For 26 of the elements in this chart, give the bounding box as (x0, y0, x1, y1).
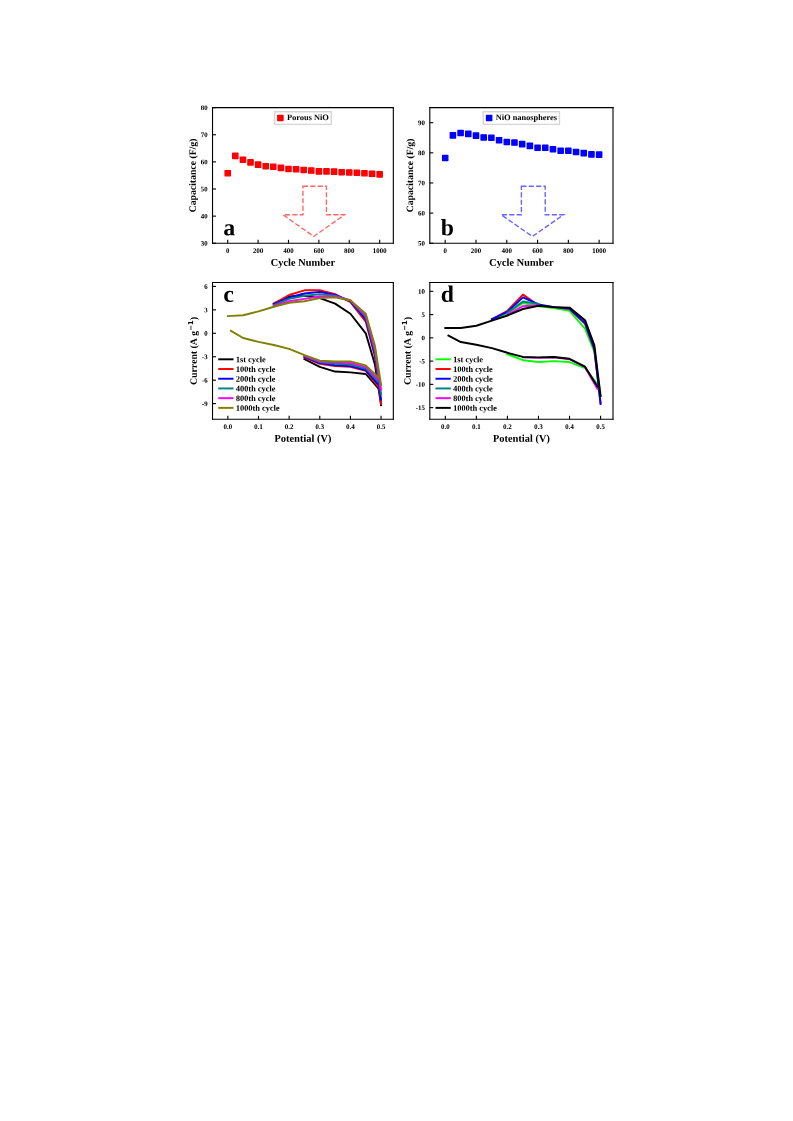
x-axis-title: Potential (V) (274, 434, 331, 445)
legend-label: 100th cycle (236, 366, 276, 374)
annotation: d (441, 285, 454, 303)
x-axis-title: Potential (V) (493, 434, 550, 445)
legend-label: 200th cycle (453, 375, 493, 384)
legend-label: 400th cycle (453, 385, 493, 394)
legend-label: 200th cycle (236, 375, 276, 384)
legend-label: 100th cycle (453, 366, 493, 374)
legend-label: 1000th cycle (236, 405, 280, 413)
x-axis-title: Cycle Number (489, 258, 554, 269)
annotation: b (441, 218, 453, 236)
legend-label: 1st cycle (236, 356, 266, 365)
y-axis-title: Capacitance (F/g) (406, 139, 416, 212)
annotation: c (224, 290, 234, 303)
legend-label: 1000th cycle (453, 405, 497, 413)
legend-label: 800th cycle (453, 395, 493, 403)
legend-label: NiO nanospheres (495, 114, 557, 122)
y-axis-title: Capacitance (F/g) (189, 139, 198, 212)
legend-label: 400th cycle (235, 385, 276, 394)
legend-label: 1st cycle (453, 356, 483, 365)
y-axis-title: Current (A g$^{−1}$) (401, 317, 413, 385)
x-axis-title: Cycle Number (271, 258, 335, 269)
legend-label: Porous NiO (287, 114, 329, 121)
legend-label: 800th cycle (236, 395, 276, 403)
y-axis-title: Current (A g$^{−1}$) (188, 317, 199, 385)
annotation: a (224, 224, 235, 236)
